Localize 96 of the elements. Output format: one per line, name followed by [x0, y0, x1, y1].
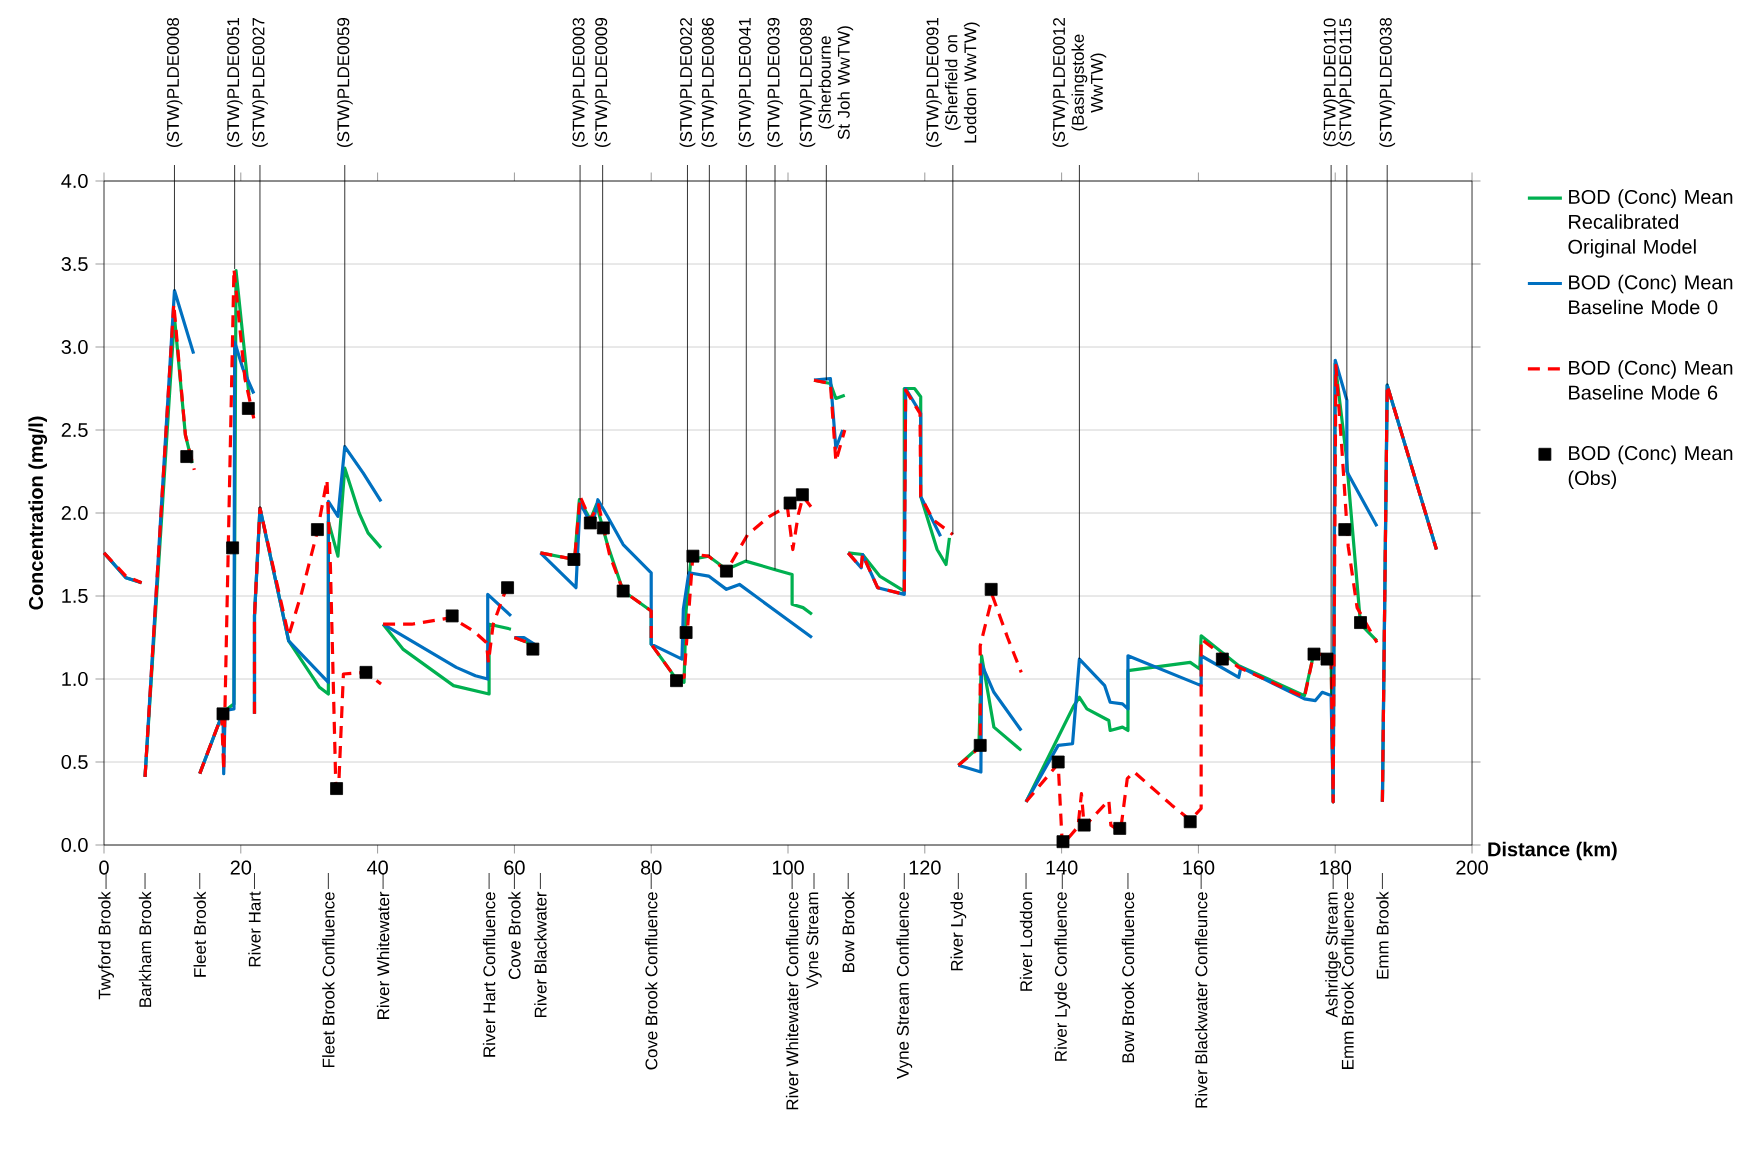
point	[596, 521, 610, 535]
point	[973, 739, 987, 752]
point	[583, 516, 597, 530]
point	[226, 541, 239, 555]
annotation: (STW)PLDE0089 (Sherbourne St Joh WwTW)	[799, 17, 854, 147]
point	[795, 488, 809, 502]
annotation: Barkham Brook	[138, 891, 152, 1007]
point	[720, 564, 733, 578]
annotation: Twyford Brook	[98, 891, 114, 1000]
y-tick-label: 3.5	[61, 256, 88, 272]
x-tick-label: 0	[99, 860, 109, 875]
point	[670, 674, 683, 688]
y-tick-label: 1.0	[62, 671, 88, 687]
point	[359, 665, 373, 679]
annotation: Fleet Brook Confluence	[322, 892, 335, 1068]
x-axis-title: Distance (km)	[1488, 841, 1617, 861]
point	[526, 642, 540, 656]
annotation: (STW)PLDE0027	[252, 18, 268, 147]
annotation: (STW)PLDE0009	[594, 17, 611, 147]
point	[984, 582, 998, 596]
point	[1056, 835, 1070, 849]
point	[616, 584, 630, 598]
x-tick-label: 100	[772, 860, 804, 875]
point	[241, 402, 255, 415]
legend-label: BOD (Conc) Mean (Obs)	[1568, 445, 1733, 490]
point	[1215, 652, 1229, 666]
point	[180, 450, 194, 463]
annotation: (STW)PLDE0022	[679, 18, 696, 147]
point	[216, 707, 230, 721]
annotation: (STW)PLDE0086	[701, 17, 718, 147]
annotation: River Blackwater Confleunce	[1194, 892, 1208, 1108]
x-tick-label: 140	[1046, 860, 1078, 875]
y-tick-label: 0.0	[61, 837, 88, 853]
annotation: (STW)PLDE0012 (Basingstoke WwTW)	[1052, 18, 1107, 147]
annotation: (STW)PLDE0051	[226, 18, 243, 147]
y-tick-label: 2.5	[61, 422, 88, 438]
y-tick-label: 3.0	[61, 339, 88, 355]
annotation: River Lyde	[950, 892, 967, 971]
x-tick-label: 180	[1320, 860, 1352, 875]
annotation: Vyne Stream Confluence	[896, 892, 913, 1079]
y-axis-title: Concentration (mg/l)	[28, 416, 48, 610]
point	[783, 496, 797, 510]
annotation: Cove Brook Confluence	[644, 892, 658, 1070]
y-tick-label: 2.0	[61, 505, 88, 521]
point	[567, 553, 581, 566]
x-tick-label: 80	[641, 860, 662, 875]
point	[311, 523, 324, 536]
annotation: River Hart	[248, 891, 261, 967]
annotation: (STW)PLDE0110	[1323, 18, 1339, 147]
point	[1354, 616, 1367, 629]
point	[1320, 652, 1334, 666]
x-tick-label: 120	[909, 860, 941, 875]
annotation: Vyne Stream	[806, 892, 822, 989]
annotation: (STW)PLDE0059	[336, 17, 353, 147]
annotation: (STW)PLDE0041	[738, 18, 755, 147]
point	[501, 581, 514, 595]
point	[1183, 815, 1197, 829]
legend-label: BOD (Conc) Mean Baseline Mode 6	[1569, 360, 1733, 400]
legend-label: BOD (Conc) Mean Baseline Mode 0	[1569, 274, 1733, 315]
annotation: River Whitewater	[376, 891, 390, 1019]
point	[679, 626, 693, 639]
point	[1051, 755, 1065, 769]
x-tick-label: 200	[1456, 860, 1488, 875]
point	[445, 609, 459, 623]
annotation: (STW)PLDE0115	[1338, 18, 1355, 147]
annotation: Bow Brook	[841, 891, 855, 972]
annotation: River Blackwater	[534, 891, 547, 1018]
annotation: River Whitewater Confluence	[785, 892, 799, 1110]
point	[1338, 523, 1352, 536]
annotation: (STW)PLDE0008	[166, 17, 183, 147]
point	[1307, 647, 1321, 661]
annotation: (STW)PLDE0003	[572, 17, 588, 147]
y-tick-label: 4.0	[61, 173, 88, 189]
y-tick-label: 0.5	[61, 754, 88, 770]
annotation: Emm Brook Confluence	[1341, 892, 1354, 1069]
annotation: River Loddon	[1019, 892, 1033, 991]
annotation: Emm Brook	[1376, 891, 1389, 979]
annotation: (STW)PLDE0039	[767, 17, 783, 147]
annotation: River Hart Confluence	[482, 892, 496, 1057]
x-tick-label: 160	[1183, 860, 1215, 875]
y-tick-label: 1.5	[62, 589, 88, 603]
annotation: (STW)PLDE0038	[1379, 17, 1396, 147]
point	[330, 782, 343, 795]
x-tick-label: 60	[504, 860, 525, 875]
point	[1113, 822, 1127, 835]
x-tick-label: 40	[366, 860, 388, 875]
point	[686, 549, 700, 563]
legend-label: BOD (Conc) Mean Recalibrated Original Model	[1568, 189, 1733, 258]
annotation: River Lyde Confluence	[1054, 892, 1071, 1061]
annotation: (STW)PLDE0091 (Sherfield on Loddon WwTW)	[926, 18, 980, 147]
point	[1077, 818, 1091, 832]
annotation: Cove Brook	[508, 891, 521, 980]
x-tick-label: 20	[230, 860, 252, 875]
annotation: Ashridge Stream	[1325, 892, 1342, 1018]
annotation: Bow Brook Confluence	[1121, 892, 1135, 1063]
annotation: Fleet Brook	[193, 891, 206, 977]
